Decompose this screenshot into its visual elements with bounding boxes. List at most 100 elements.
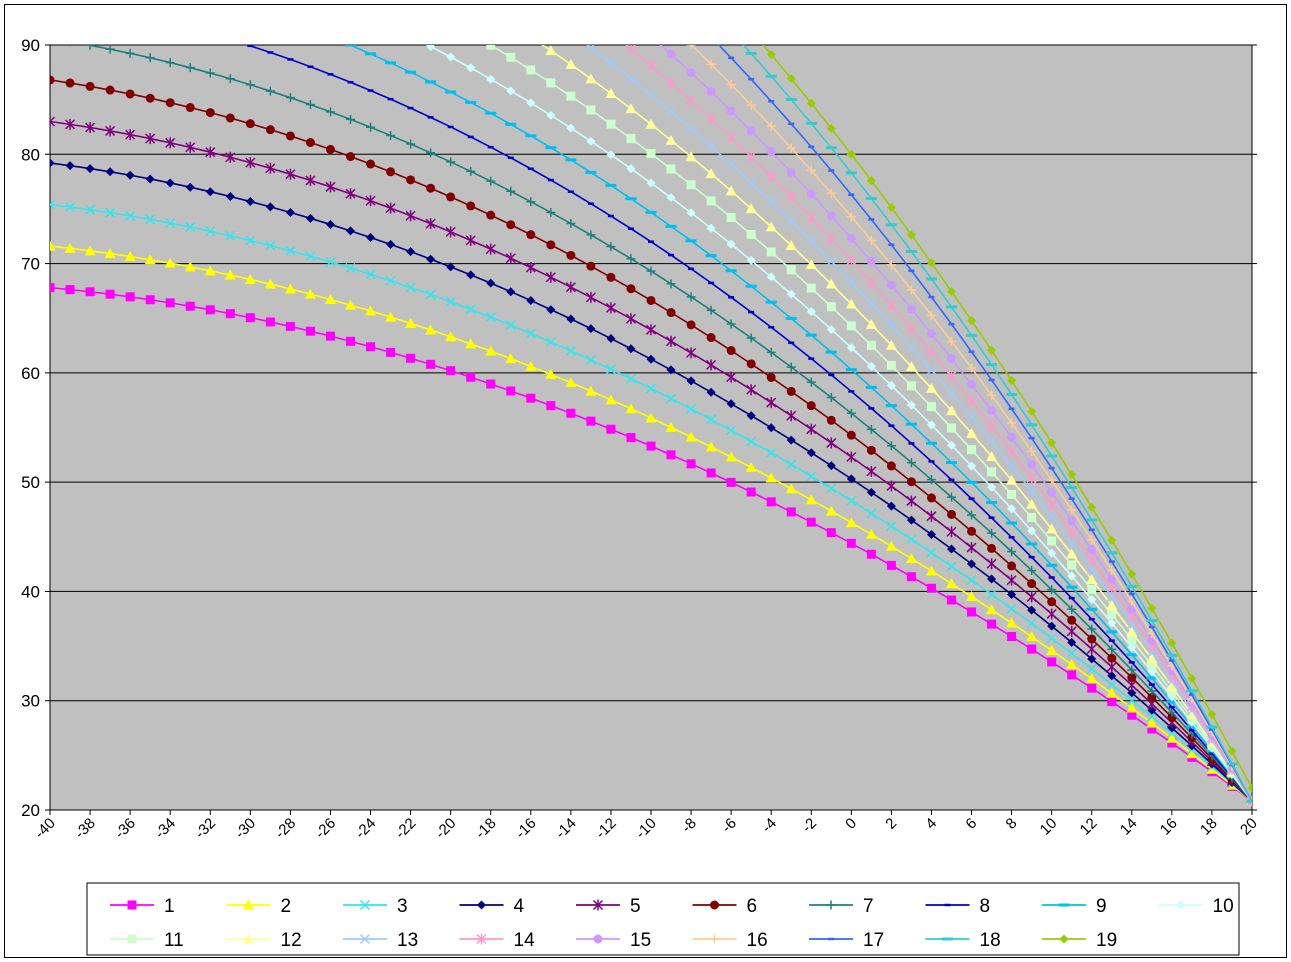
series-point-1 <box>606 424 616 434</box>
series-point-7 <box>125 48 135 58</box>
series-point-11 <box>1147 660 1157 670</box>
series-point-15 <box>926 329 936 339</box>
series-point-14 <box>666 77 677 89</box>
series-point-10 <box>606 150 616 160</box>
series-point-7 <box>726 319 736 329</box>
series-point-7 <box>746 333 756 343</box>
series-point-3 <box>325 256 336 268</box>
series-point-4 <box>566 314 576 324</box>
series-point-10 <box>706 223 716 233</box>
series-point-7 <box>706 305 716 315</box>
series-point-16 <box>806 165 816 175</box>
series-point-7 <box>225 74 235 84</box>
series-point-11 <box>1167 687 1177 697</box>
series-point-4 <box>105 167 115 177</box>
series-point-1 <box>165 298 175 308</box>
series-18 <box>742 45 1252 803</box>
series-point-3 <box>1046 633 1057 644</box>
series-point-6 <box>906 477 916 487</box>
series-point-13 <box>986 436 997 447</box>
series-point-14 <box>806 211 817 223</box>
series-point-4 <box>1007 589 1017 599</box>
legend-item-6: 6 <box>692 896 757 917</box>
series-point-5 <box>645 324 657 336</box>
series-point-13 <box>1106 591 1117 602</box>
series-point-1 <box>506 386 516 396</box>
series-point-4 <box>366 233 376 243</box>
series-point-1 <box>1027 644 1037 654</box>
series-point-4 <box>145 174 155 184</box>
series-point-2 <box>405 317 417 328</box>
series-point-6 <box>125 89 135 99</box>
series-point-4 <box>1107 671 1117 681</box>
series-point-3 <box>686 403 697 414</box>
series-point-6 <box>967 526 977 536</box>
series-point-3 <box>305 251 316 262</box>
series-point-5 <box>766 397 777 409</box>
x-tick-label: 10 <box>1037 815 1061 839</box>
series-point-5 <box>946 526 957 538</box>
series-point-5 <box>165 137 176 149</box>
series-point-1 <box>125 292 135 302</box>
legend-swatch-marker <box>477 900 486 910</box>
series-point-4 <box>1087 654 1097 664</box>
series-point-5 <box>826 437 837 449</box>
series-point-6 <box>205 108 215 118</box>
series-point-2 <box>264 278 276 289</box>
series-point-19 <box>1147 603 1157 613</box>
series-point-3 <box>946 561 957 572</box>
series-point-11 <box>526 65 536 75</box>
series-point-5 <box>1006 574 1017 586</box>
series-point-6 <box>85 81 95 91</box>
series-point-6 <box>586 261 596 271</box>
series-point-11 <box>646 149 656 159</box>
series-point-5 <box>966 542 977 554</box>
series-point-4 <box>846 474 856 484</box>
series-point-5 <box>425 218 436 230</box>
series-point-7 <box>546 207 556 217</box>
series-point-1 <box>566 408 576 418</box>
series-point-10 <box>626 164 636 174</box>
series-point-13 <box>706 141 717 152</box>
series-point-6 <box>1107 653 1117 663</box>
series-point-3 <box>726 425 737 436</box>
series-point-7 <box>646 266 656 276</box>
series-point-13 <box>1006 460 1017 471</box>
series-point-15 <box>1127 604 1137 614</box>
series-point-15 <box>686 68 696 78</box>
series-point-2 <box>725 451 737 462</box>
y-tick-label: 70 <box>21 255 40 274</box>
series-point-15 <box>726 106 736 116</box>
series-point-11 <box>846 321 856 331</box>
series-point-16 <box>987 390 997 400</box>
series-point-4 <box>50 158 55 168</box>
series-point-3 <box>265 240 276 251</box>
series-point-2 <box>865 528 877 539</box>
series-point-1 <box>726 477 736 487</box>
series-point-14 <box>906 322 917 334</box>
series-point-4 <box>546 305 556 315</box>
plot-area <box>49 44 1253 811</box>
series-point-15 <box>967 379 977 389</box>
series-point-1 <box>766 497 776 507</box>
series-point-5 <box>65 118 76 130</box>
series-point-2 <box>765 472 777 483</box>
series-point-16 <box>1087 535 1097 545</box>
legend-swatch-marker <box>476 933 487 945</box>
series-point-4 <box>606 334 616 344</box>
legend-swatch-marker <box>710 900 719 910</box>
series-point-10 <box>906 400 916 410</box>
series-point-16 <box>866 235 876 245</box>
series-point-7 <box>1027 565 1037 575</box>
series-point-3 <box>1126 695 1137 706</box>
series-point-13 <box>806 235 817 247</box>
series-point-11 <box>1027 513 1037 523</box>
series-point-10 <box>726 239 736 249</box>
series-point-13 <box>666 106 677 117</box>
series-point-12 <box>946 405 957 416</box>
series-point-16 <box>726 79 736 89</box>
series-point-5 <box>285 168 296 180</box>
series-point-12 <box>966 427 978 438</box>
series-point-3 <box>605 364 616 375</box>
series-point-2 <box>665 421 677 432</box>
